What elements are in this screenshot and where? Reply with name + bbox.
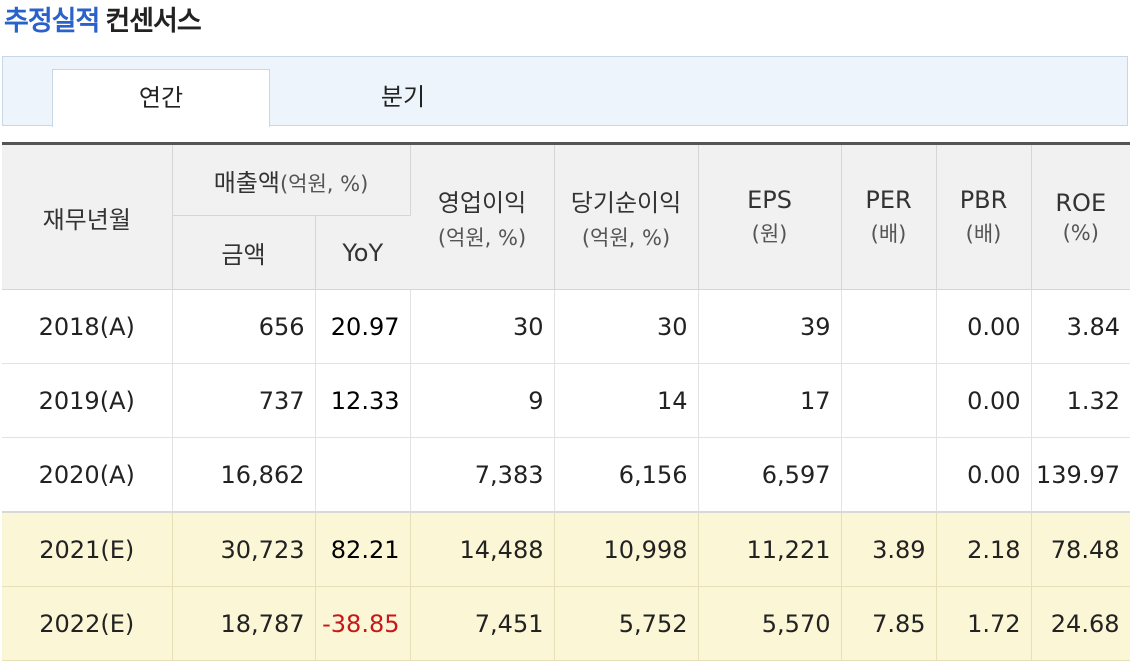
row-sales: 30,723 [172,511,316,587]
page-title: 추정실적 컨센서스 [4,2,202,42]
row-period: 2020(A) [2,437,173,513]
row-op-profit: 9 [410,363,555,438]
header-net-profit-label: 당기순이익 [570,188,682,217]
header-eps: EPS (원) [698,143,842,290]
row-pbr: 1.72 [936,586,1032,661]
tab-annual[interactable]: 연간 [52,69,270,127]
header-per: PER (배) [841,143,937,290]
header-op-profit-label: 영업이익 [437,188,527,217]
table-row-estimate: 2022(E) 18,787 -38.85 7,451 5,752 5,570 … [2,586,1130,661]
header-per-unit: (배) [870,222,907,246]
row-sales: 16,862 [172,437,316,513]
table-row: 2018(A) 656 20.97 30 30 39 0.00 3.84 [2,289,1130,364]
row-net-profit: 10,998 [554,511,699,587]
header-pbr-unit: (배) [965,222,1002,246]
table-row: 2019(A) 737 12.33 9 14 17 0.00 1.32 [2,363,1130,438]
row-eps: 5,570 [698,586,842,661]
row-yoy: -38.85 [315,586,411,661]
header-net-profit-unit: (억원, %) [581,225,671,250]
row-yoy: 12.33 [315,363,411,438]
row-net-profit: 14 [554,363,699,438]
header-period: 재무년월 [2,143,173,290]
period-tabs: 연간 분기 [2,56,1128,127]
header-net-profit: 당기순이익 (억원, %) [554,143,699,290]
header-roe-label: ROE [1055,189,1107,217]
row-sales: 18,787 [172,586,316,661]
row-per [841,289,937,364]
header-op-profit: 영업이익 (억원, %) [410,143,555,290]
row-roe: 139.97 [1031,437,1130,513]
table-row: 2020(A) 16,862 7,383 6,156 6,597 0.00 13… [2,437,1130,513]
consensus-table: 재무년월 매출액(억원, %) 영업이익 (억원, %) 당기순이익 (억원, %)… [2,142,1130,661]
row-eps: 11,221 [698,511,842,587]
header-pbr-label: PBR [959,186,1008,214]
header-roe: ROE (%) [1031,143,1130,290]
row-yoy [315,437,411,513]
row-per: 3.89 [841,511,937,587]
header-sales-amount: 금액 [172,215,316,290]
row-net-profit: 6,156 [554,437,699,513]
row-roe: 1.32 [1031,363,1130,438]
row-roe: 24.68 [1031,586,1130,661]
row-net-profit: 5,752 [554,586,699,661]
header-eps-unit: (원) [751,222,788,246]
row-per: 7.85 [841,586,937,661]
row-period: 2018(A) [2,289,173,364]
row-period: 2019(A) [2,363,173,438]
row-period: 2021(E) [2,511,173,587]
title-rest: 컨센서스 [105,6,201,37]
row-op-profit: 7,451 [410,586,555,661]
header-sales-yoy: YoY [315,215,410,290]
row-yoy: 82.21 [315,511,411,587]
header-per-label: PER [865,186,912,214]
row-yoy: 20.97 [315,289,411,364]
header-sales-unit: (억원, %) [279,171,369,196]
row-op-profit: 30 [410,289,555,364]
header-pbr: PBR (배) [936,143,1032,290]
row-op-profit: 7,383 [410,437,555,513]
row-pbr: 2.18 [936,511,1032,587]
header-eps-label: EPS [747,186,792,214]
row-pbr: 0.00 [936,363,1032,438]
row-period: 2022(E) [2,586,173,661]
row-eps: 6,597 [698,437,842,513]
row-net-profit: 30 [554,289,699,364]
tab-quarterly[interactable]: 분기 [380,83,426,111]
header-roe-unit: (%) [1062,221,1099,245]
table-row-estimate: 2021(E) 30,723 82.21 14,488 10,998 11,22… [2,511,1130,587]
title-highlight: 추정실적 [4,6,100,37]
row-sales: 737 [172,363,316,438]
row-eps: 17 [698,363,842,438]
row-per [841,437,937,513]
row-pbr: 0.00 [936,437,1032,513]
header-sales-group: 매출액(억원, %) [172,143,411,216]
row-sales: 656 [172,289,316,364]
row-eps: 39 [698,289,842,364]
row-roe: 78.48 [1031,511,1130,587]
row-pbr: 0.00 [936,289,1032,364]
row-per [841,363,937,438]
header-op-profit-unit: (억원, %) [437,225,527,250]
row-op-profit: 14,488 [410,511,555,587]
header-sales-label: 매출액 [213,168,280,197]
row-roe: 3.84 [1031,289,1130,364]
